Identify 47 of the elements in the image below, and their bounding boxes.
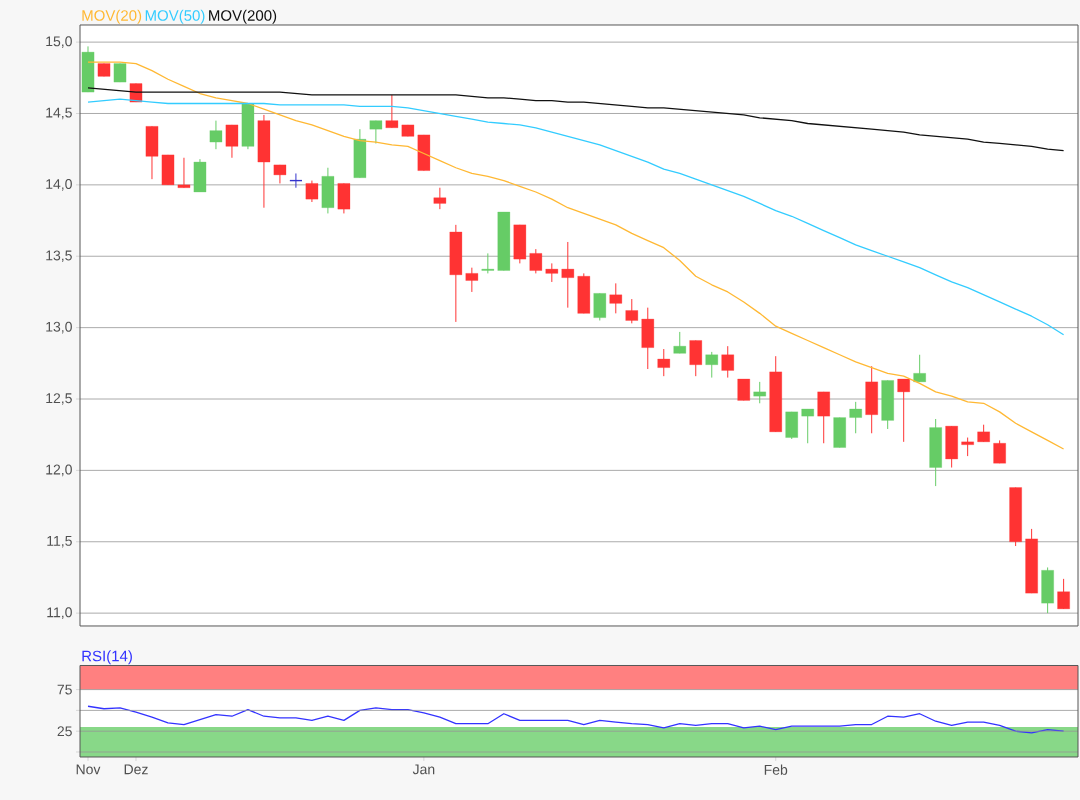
candlestick (849, 401, 862, 434)
candlestick (561, 241, 575, 309)
y-tick-label: 13,5 (46, 250, 72, 263)
candlestick (721, 345, 734, 379)
candlestick (433, 187, 447, 210)
text: MOV(20) (82, 9, 142, 24)
candlestick (961, 437, 974, 457)
candlestick (913, 354, 926, 383)
text: MOV(200) (209, 9, 277, 24)
candlestick (465, 267, 479, 293)
candlestick (113, 63, 127, 83)
x-tick-label: Jan (412, 764, 435, 775)
y-tick-label: 25 (57, 726, 72, 737)
text: RSI(14) (82, 650, 132, 665)
candlestick (657, 348, 670, 377)
candlestick (673, 331, 686, 354)
candlestick (545, 262, 559, 283)
text: MOV(50) (145, 9, 205, 24)
candlestick (705, 351, 718, 379)
y-tick-label: 11,5 (47, 536, 72, 548)
candlestick (897, 378, 910, 443)
y-tick-label: 14,5 (46, 107, 72, 120)
candlestick (305, 180, 319, 203)
candlestick (273, 164, 287, 184)
y-tick-label: 13,0 (46, 321, 72, 334)
candlestick (737, 378, 750, 401)
x-tick-label: Dez (124, 764, 148, 775)
candlestick (801, 408, 814, 444)
candlestick (177, 157, 191, 189)
candlestick (753, 381, 766, 404)
y-tick-label: 11,0 (47, 607, 72, 619)
x-tick-label: Feb (764, 764, 788, 775)
y-tick-label: 14,0 (46, 179, 72, 191)
candlestick (225, 124, 239, 159)
candlestick (481, 252, 495, 274)
candlestick (529, 248, 543, 274)
candlestick (625, 298, 639, 324)
y-tick-label: 12,5 (46, 393, 72, 405)
candlestick (993, 439, 1006, 464)
x-tick-label: Nov (76, 764, 101, 775)
candlestick (209, 120, 223, 150)
y-tick-label: 12,0 (46, 464, 72, 477)
candlestick (385, 94, 399, 129)
y-tick-label: 75 (57, 684, 72, 695)
y-tick-label: 15,0 (46, 36, 72, 48)
candlestick (609, 282, 623, 314)
candlestick (1057, 578, 1070, 610)
